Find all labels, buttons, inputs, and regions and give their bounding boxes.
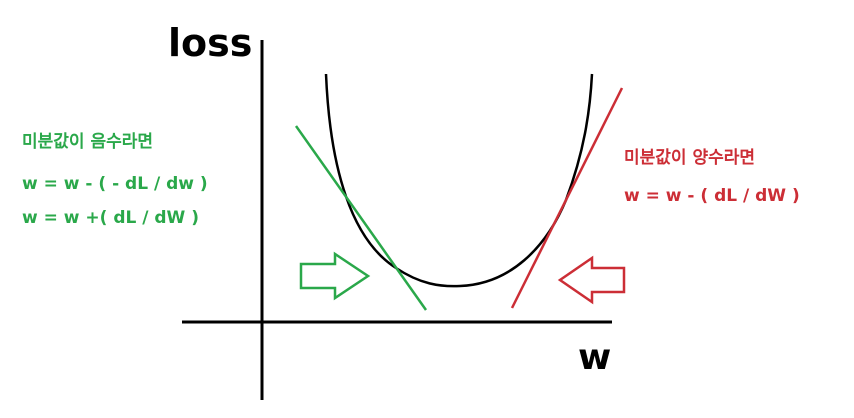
negative-slope-tangent-line: [294, 125, 428, 311]
positive-gradient-equation-1: w = w - ( dL / dW ): [624, 186, 800, 206]
positive-slope-tangent-line: [510, 87, 624, 309]
left-arrow-icon: [557, 255, 626, 305]
negative-gradient-equation-1: w = w - ( - dL / dw ): [22, 174, 208, 194]
negative-gradient-title: 미분값이 음수라면: [22, 132, 154, 152]
positive-gradient-title: 미분값이 양수라면: [624, 148, 756, 168]
negative-gradient-equation-2: w = w +( dL / dW ): [22, 208, 199, 228]
x-axis-label: w: [578, 337, 612, 378]
y-axis-label: loss: [168, 21, 253, 65]
loss-curve: [324, 73, 594, 288]
right-arrow-icon: [299, 251, 371, 301]
